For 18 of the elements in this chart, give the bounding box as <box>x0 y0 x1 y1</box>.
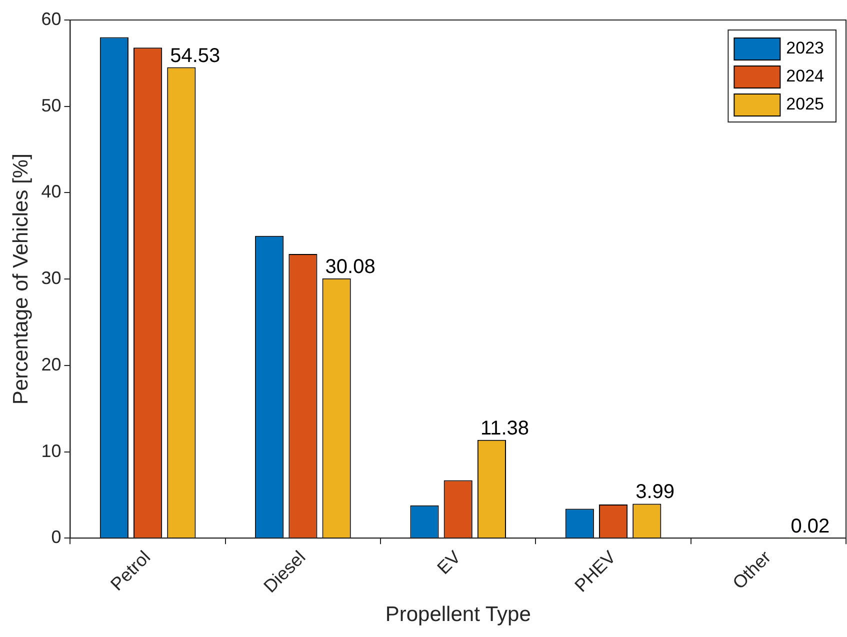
x-axis-title: Propellent Type <box>385 603 531 626</box>
y-tick-label: 50 <box>41 95 62 116</box>
data-label: 30.08 <box>325 256 376 278</box>
y-axis-title: Percentage of Vehicles [%] <box>9 154 32 405</box>
legend-label: 2024 <box>786 66 824 86</box>
y-tick-label: 0 <box>51 527 62 548</box>
y-tick-label: 20 <box>41 354 62 374</box>
data-label: 0.02 <box>790 516 830 538</box>
legend-label: 2023 <box>786 38 824 58</box>
x-tick-label: EV <box>433 546 464 578</box>
y-tick-label: 40 <box>41 182 62 202</box>
data-label: 3.99 <box>636 481 675 504</box>
legend-label: 2025 <box>786 94 824 114</box>
y-tick-label: 10 <box>41 440 62 461</box>
y-tick-label: 60 <box>41 8 62 29</box>
data-label: 54.53 <box>170 44 220 67</box>
data-label: 11.38 <box>480 417 530 440</box>
y-tick-label: 30 <box>41 268 62 288</box>
